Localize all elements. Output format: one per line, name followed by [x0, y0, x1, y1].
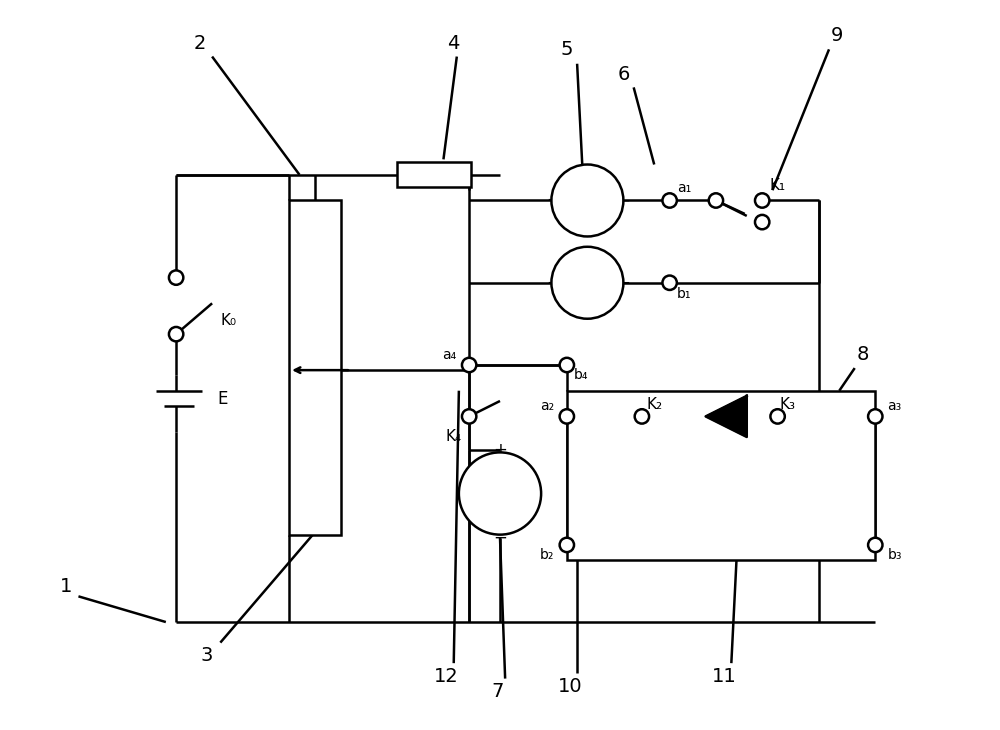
- Circle shape: [755, 193, 769, 208]
- Text: K₂: K₂: [646, 396, 662, 412]
- Text: 10: 10: [558, 677, 582, 696]
- Polygon shape: [706, 396, 747, 437]
- Text: a₄: a₄: [443, 347, 457, 362]
- Text: −: −: [616, 274, 630, 292]
- Text: 1: 1: [60, 577, 72, 596]
- Text: +: +: [547, 274, 560, 292]
- Text: K₄: K₄: [446, 429, 462, 445]
- Text: 11: 11: [712, 667, 737, 686]
- Text: 7: 7: [492, 683, 504, 702]
- Circle shape: [459, 453, 541, 534]
- Bar: [567, 391, 875, 561]
- Text: E: E: [217, 390, 228, 408]
- Text: −: −: [616, 191, 630, 210]
- Text: 5: 5: [561, 40, 573, 59]
- Circle shape: [462, 358, 476, 372]
- Circle shape: [709, 193, 723, 208]
- Text: b₄: b₄: [574, 368, 589, 383]
- Text: a₁: a₁: [677, 181, 691, 195]
- Text: 8: 8: [857, 345, 869, 364]
- Text: a₃: a₃: [888, 399, 902, 413]
- Text: K₃: K₃: [780, 396, 796, 412]
- Text: b₁: b₁: [677, 287, 691, 301]
- Circle shape: [169, 270, 183, 285]
- Text: K₁: K₁: [770, 177, 786, 193]
- Circle shape: [635, 410, 649, 423]
- Text: V: V: [494, 485, 506, 502]
- Circle shape: [551, 247, 623, 319]
- Circle shape: [169, 327, 183, 342]
- Text: 4: 4: [448, 34, 460, 53]
- Text: b₂: b₂: [540, 548, 554, 562]
- Text: 9: 9: [831, 26, 843, 45]
- Circle shape: [662, 193, 677, 208]
- Circle shape: [868, 538, 882, 552]
- Text: a₂: a₂: [540, 399, 554, 413]
- Text: b₃: b₃: [888, 548, 902, 562]
- Circle shape: [755, 215, 769, 229]
- Circle shape: [560, 358, 574, 372]
- Circle shape: [560, 538, 574, 552]
- Text: +: +: [547, 191, 560, 210]
- Circle shape: [662, 275, 677, 290]
- Text: −: −: [493, 529, 507, 547]
- Text: 2: 2: [194, 34, 206, 53]
- Text: K₀: K₀: [220, 313, 236, 329]
- Circle shape: [868, 410, 882, 423]
- Circle shape: [770, 410, 785, 423]
- Bar: [289, 201, 341, 534]
- Bar: [397, 163, 471, 187]
- Text: 3: 3: [201, 647, 213, 666]
- Circle shape: [560, 410, 574, 423]
- Text: 12: 12: [434, 667, 459, 686]
- Text: mA: mA: [576, 276, 599, 290]
- Text: +: +: [493, 442, 507, 459]
- Circle shape: [551, 164, 623, 237]
- Text: uA: uA: [577, 193, 597, 208]
- Circle shape: [462, 410, 476, 423]
- Text: 6: 6: [617, 64, 630, 83]
